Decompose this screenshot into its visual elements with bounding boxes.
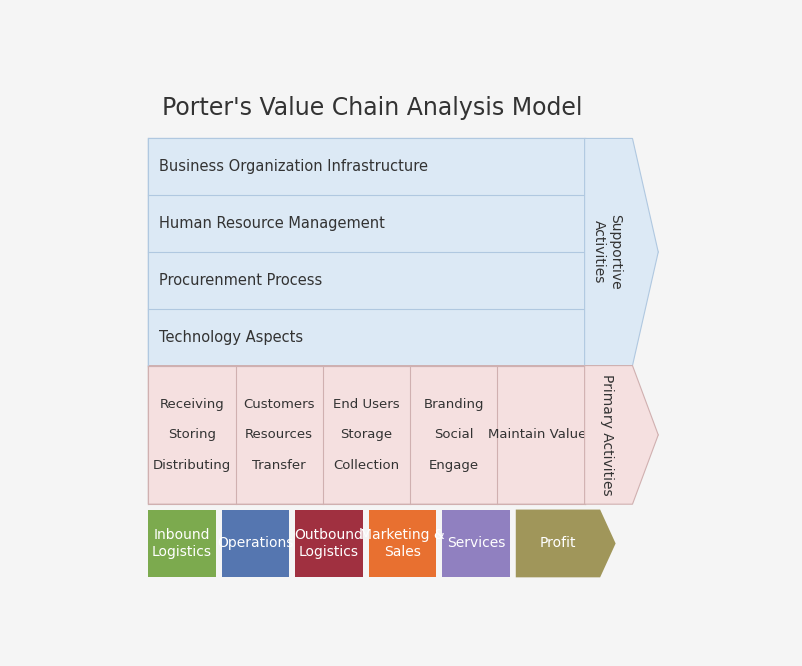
Text: Procurenment Process: Procurenment Process — [159, 273, 322, 288]
Text: Business Organization Infrastructure: Business Organization Infrastructure — [159, 159, 428, 174]
Text: Storage: Storage — [340, 428, 392, 442]
Bar — [295, 509, 363, 577]
Bar — [148, 509, 216, 577]
Text: End Users: End Users — [333, 398, 399, 411]
Text: Outbound
Logistics: Outbound Logistics — [294, 528, 363, 559]
Text: Distributing: Distributing — [153, 459, 231, 472]
Text: Engage: Engage — [428, 459, 479, 472]
Text: Social: Social — [434, 428, 473, 442]
Text: Branding: Branding — [423, 398, 484, 411]
Polygon shape — [148, 139, 658, 366]
Text: Supportive
Activities: Supportive Activities — [592, 214, 622, 290]
Text: Primary Activities: Primary Activities — [600, 374, 614, 496]
Text: Collection: Collection — [334, 459, 399, 472]
Text: Porter's Value Chain Analysis Model: Porter's Value Chain Analysis Model — [162, 96, 583, 120]
Text: Receiving: Receiving — [160, 398, 225, 411]
Bar — [222, 509, 289, 577]
Polygon shape — [516, 509, 616, 577]
Polygon shape — [148, 366, 658, 504]
Text: Human Resource Management: Human Resource Management — [159, 216, 385, 231]
Text: Customers: Customers — [244, 398, 315, 411]
Text: Operations: Operations — [217, 536, 294, 551]
Polygon shape — [585, 139, 658, 366]
Text: Services: Services — [447, 536, 505, 551]
Text: Technology Aspects: Technology Aspects — [159, 330, 303, 345]
Text: Resources: Resources — [245, 428, 314, 442]
Text: Marketing &
Sales: Marketing & Sales — [360, 528, 445, 559]
Bar — [369, 509, 436, 577]
Text: Maintain Values: Maintain Values — [488, 428, 593, 442]
Text: Profit: Profit — [540, 536, 576, 551]
Polygon shape — [585, 366, 658, 504]
Bar — [442, 509, 509, 577]
Text: Transfer: Transfer — [253, 459, 306, 472]
Text: Storing: Storing — [168, 428, 216, 442]
Text: Inbound
Logistics: Inbound Logistics — [152, 528, 212, 559]
